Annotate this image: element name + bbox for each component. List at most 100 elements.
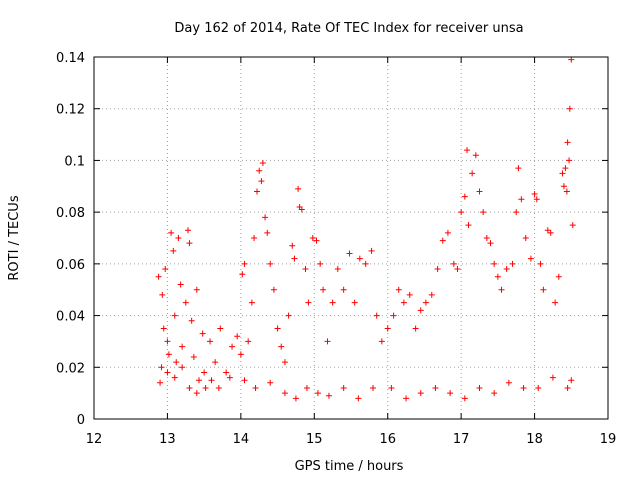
data-point [483, 235, 490, 241]
data-point [175, 235, 182, 241]
data-point [241, 260, 248, 267]
data-point [559, 170, 566, 177]
data-point [566, 157, 573, 164]
x-tick-label: 16 [379, 432, 396, 447]
data-point [566, 105, 573, 112]
data-point [212, 359, 219, 366]
data-point [527, 255, 534, 262]
data-point [535, 384, 542, 391]
y-tick-label: 0.02 [56, 361, 85, 376]
data-point [164, 369, 171, 376]
y-tick-label: 0.14 [56, 51, 85, 66]
data-point [428, 291, 435, 298]
data-point [537, 260, 544, 267]
y-tick-label: 0.1 [64, 154, 85, 169]
data-point [476, 384, 483, 391]
data-point [262, 214, 269, 221]
data-point [289, 242, 296, 249]
scatter-points [155, 56, 576, 402]
data-point [207, 338, 214, 345]
data-point [303, 384, 310, 391]
data-point [395, 286, 402, 293]
data-point [215, 384, 222, 391]
data-point [229, 343, 236, 350]
data-point [491, 260, 498, 267]
y-axis-label: ROTI / TECUs [7, 195, 22, 280]
data-point [179, 343, 186, 350]
data-point [480, 209, 487, 216]
data-point [270, 286, 277, 293]
data-point [458, 209, 465, 216]
data-point [170, 247, 177, 254]
x-tick-label: 15 [306, 432, 323, 447]
data-point [340, 286, 347, 293]
data-point [182, 299, 189, 306]
data-point [439, 237, 446, 244]
data-point [469, 170, 476, 177]
data-point [159, 291, 166, 298]
data-point [390, 312, 397, 319]
data-point [513, 209, 520, 216]
x-tick-label: 12 [86, 432, 103, 447]
data-point [461, 193, 468, 200]
data-point [531, 191, 538, 198]
data-point [251, 235, 258, 241]
data-point [162, 266, 169, 273]
data-point [196, 377, 203, 384]
data-point [173, 359, 180, 366]
data-point [314, 390, 321, 397]
data-point [444, 229, 451, 236]
data-point [226, 374, 233, 381]
x-tick-label: 19 [600, 432, 617, 447]
data-point [518, 196, 525, 203]
data-point [171, 374, 178, 381]
x-tick-label: 14 [233, 432, 250, 447]
data-point [351, 299, 358, 306]
data-point [564, 139, 571, 146]
data-point [346, 250, 353, 257]
data-point [305, 299, 312, 306]
data-point [281, 390, 288, 397]
data-point [503, 266, 510, 273]
data-point [491, 390, 498, 397]
data-point [568, 56, 575, 63]
data-point [378, 338, 385, 345]
data-point [302, 266, 309, 273]
data-point [267, 260, 274, 267]
data-point [373, 312, 380, 319]
data-point [522, 235, 529, 241]
data-point [509, 260, 516, 267]
data-point [245, 338, 252, 345]
data-point [177, 281, 184, 288]
data-point [285, 312, 292, 319]
data-point [564, 384, 571, 391]
data-point [329, 299, 336, 306]
data-point [563, 188, 570, 195]
data-point [309, 235, 316, 241]
data-point [157, 379, 164, 386]
data-point [412, 325, 419, 332]
data-point [403, 395, 410, 402]
data-point [388, 384, 395, 391]
y-tick-label: 0.06 [56, 258, 85, 273]
axis-ticks: 12 13 14 15 16 17 18 19 0 0.02 0.04 0.06 0.08 0.1 0.12… [56, 51, 616, 447]
y-tick-label: 0.08 [56, 206, 85, 221]
data-point [295, 185, 302, 192]
x-tick-label: 13 [159, 432, 176, 447]
data-point [186, 240, 193, 247]
data-point [252, 384, 259, 391]
data-point [267, 379, 274, 386]
data-point [355, 395, 362, 402]
data-point [188, 317, 195, 324]
data-point [555, 273, 562, 280]
data-point [201, 369, 208, 376]
data-point [549, 374, 556, 381]
data-point [547, 229, 554, 236]
data-point [434, 266, 441, 273]
data-point [274, 325, 281, 332]
data-point [291, 255, 298, 262]
data-point [568, 377, 575, 384]
data-point [292, 395, 299, 402]
data-point [325, 392, 332, 399]
